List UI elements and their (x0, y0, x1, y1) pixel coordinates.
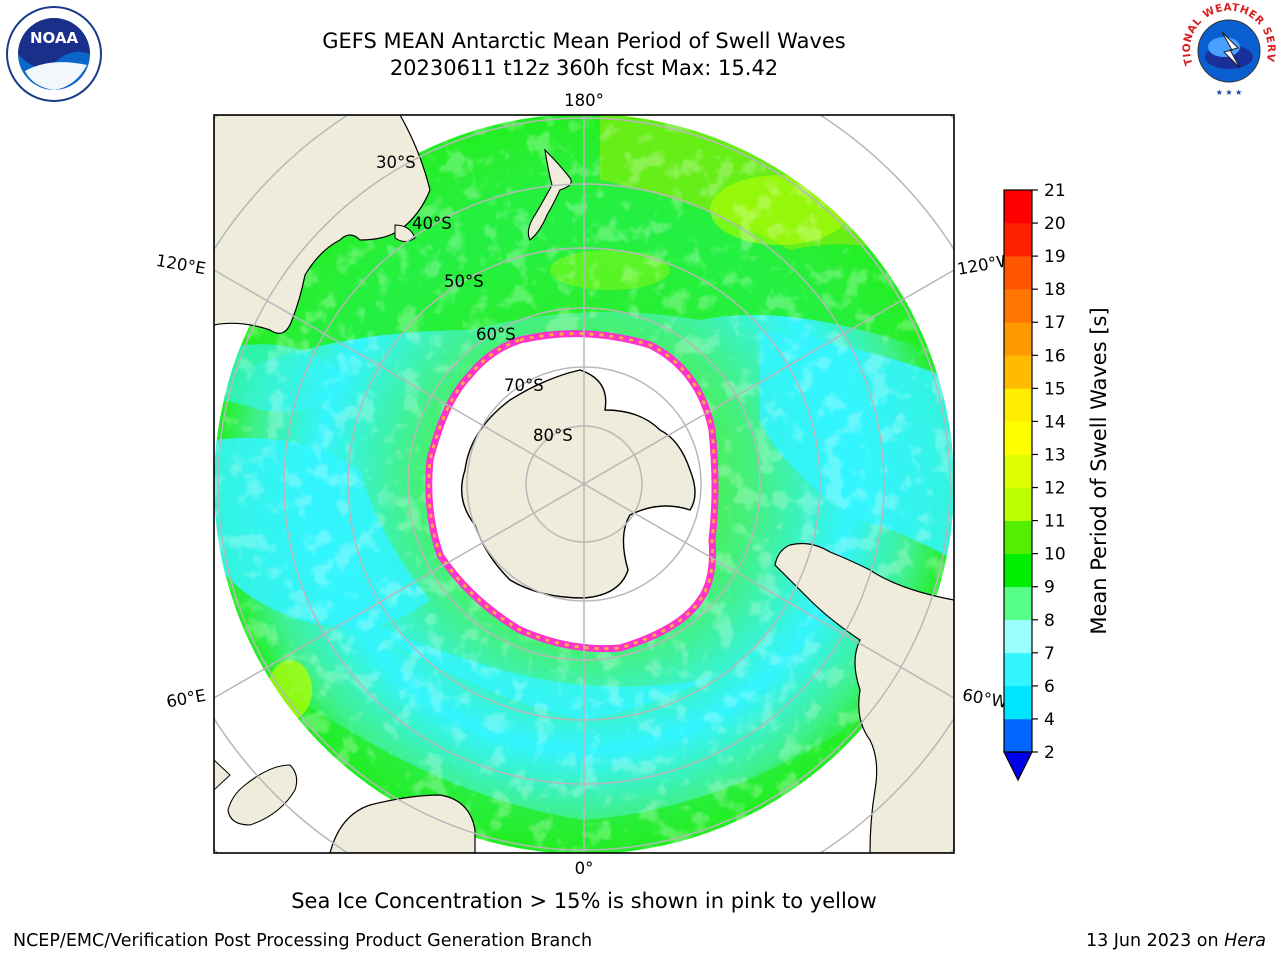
footer-date-text: 13 Jun 2023 on (1085, 931, 1225, 951)
colorbar: 2 4 6 7 8 9 10 11 12 13 14 15 16 17 18 19 20 21 (1003, 181, 1066, 782)
colorbar-swatch (1004, 619, 1032, 654)
south-america-landmass (774, 542, 954, 853)
lat-label-50s: 50°S (444, 272, 484, 291)
colorbar-swatch (1004, 586, 1032, 621)
nws-logo-icon: NATIONAL WEATHER SERVICE ★ ★ ★ (1180, 2, 1277, 97)
colorbar-swatch (1004, 421, 1032, 455)
noaa-logo-text: NOAA (30, 29, 79, 47)
colorbar-tick-label: 11 (1044, 512, 1066, 532)
colorbar-swatch (1004, 223, 1032, 257)
colorbar-swatch (1004, 553, 1032, 588)
footer-credit: NCEP/EMC/Verification Post Processing Pr… (13, 931, 593, 951)
colorbar-label: Mean Period of Swell Waves [s] (1087, 307, 1111, 634)
africa-landmass (329, 794, 476, 853)
chart-subtitle: 20230611 t12z 360h fcst Max: 15.42 (389, 56, 779, 80)
colorbar-swatch (1004, 289, 1032, 323)
chart-title: GEFS MEAN Antarctic Mean Period of Swell… (322, 29, 846, 53)
lat-label-40s: 40°S (412, 214, 452, 233)
lat-label-60s: 60°S (476, 325, 516, 344)
colorbar-tick-label: 17 (1044, 313, 1066, 333)
antarctica-landmass (461, 369, 696, 599)
colorbar-tick-label: 8 (1044, 611, 1055, 631)
colorbar-tick-label: 19 (1044, 247, 1066, 267)
colorbar-tick-label: 7 (1044, 644, 1055, 664)
lat-label-30s: 30°S (376, 153, 416, 172)
colorbar-swatch (1004, 685, 1032, 720)
colorbar-swatch (1004, 256, 1032, 290)
colorbar-tick-label: 4 (1044, 710, 1055, 730)
colorbar-outline (1003, 189, 1033, 753)
colorbar-tick-label: 13 (1044, 445, 1066, 465)
lat-label-70s: 70°S (504, 376, 544, 395)
colorbar-tick-label: 12 (1044, 479, 1066, 499)
lat-label-80s: 80°S (533, 426, 573, 445)
colorbar-tick-label: 18 (1044, 280, 1066, 300)
colorbar-swatch (1004, 652, 1032, 687)
colorbar-extend-arrow (1003, 751, 1033, 782)
colorbar-swatch (1004, 454, 1032, 488)
colorbar-tick-label: 2 (1044, 743, 1055, 763)
svg-text:★ ★ ★: ★ ★ ★ (1216, 88, 1243, 97)
colorbar-tick-label: 14 (1044, 412, 1066, 432)
lon-label-180: 180° (564, 91, 604, 110)
colorbar-swatch (1004, 487, 1032, 521)
colorbar-tick-label: 20 (1044, 214, 1066, 234)
colorbar-tick-label: 6 (1044, 677, 1055, 697)
colorbar-tick-label: 15 (1044, 379, 1066, 399)
colorbar-tick-label: 9 (1044, 578, 1055, 598)
colorbar-swatch (1004, 520, 1032, 554)
lon-label-60e: 60°E (165, 686, 207, 712)
graticule (214, 115, 954, 853)
footer-host: Hera (1224, 931, 1266, 951)
australia-landmass (214, 115, 431, 334)
lon-label-0: 0° (575, 859, 594, 878)
map-frame (213, 114, 955, 854)
colorbar-swatch (1004, 718, 1032, 753)
noaa-logo-icon: NOAA (6, 6, 102, 102)
colorbar-swatch (1004, 190, 1032, 224)
colorbar-tick-label: 21 (1044, 181, 1066, 201)
footer-date: 13 Jun 2023 on Hera (1086, 931, 1266, 951)
lon-label-120e: 120°E (155, 251, 208, 278)
new-zealand-landmass (527, 148, 572, 241)
colorbar-swatch (1004, 355, 1032, 389)
colorbar-swatch (1004, 322, 1032, 356)
sea-ice-caption: Sea Ice Concentration > 15% is shown in … (291, 889, 877, 913)
colorbar-tick-label: 10 (1044, 545, 1066, 565)
colorbar-swatch (1004, 388, 1032, 422)
colorbar-tick-label: 16 (1044, 346, 1066, 366)
madagascar-landmass (227, 764, 298, 826)
lon-label-60w: 60°W (961, 685, 1009, 712)
